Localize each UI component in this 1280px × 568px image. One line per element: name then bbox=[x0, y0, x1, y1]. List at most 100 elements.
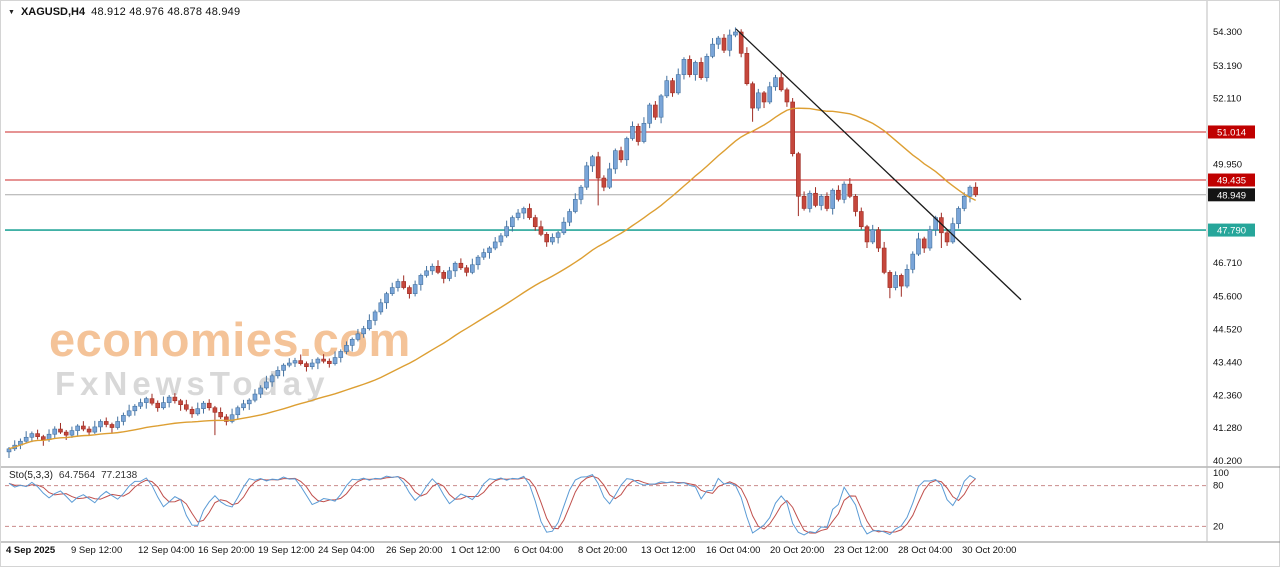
candle-body bbox=[224, 416, 229, 422]
time-axis[interactable]: 4 Sep 2025 9 Sep 12:00 12 Sep 04:00 16 Sep … bbox=[6, 545, 1016, 556]
candle-body bbox=[355, 333, 361, 340]
candle-body bbox=[292, 360, 298, 364]
candle-body bbox=[109, 424, 115, 428]
candle-body bbox=[143, 398, 149, 403]
candle-body bbox=[916, 238, 921, 255]
candle-body bbox=[567, 211, 572, 223]
time-tick-label: 9 Sep 12:00 bbox=[71, 545, 122, 556]
candle-body bbox=[796, 153, 801, 197]
candle-body bbox=[761, 92, 767, 103]
price-tick-label: 44.520 bbox=[1213, 325, 1242, 336]
time-tick-label: 1 Oct 12:00 bbox=[451, 545, 500, 556]
candle-body bbox=[927, 229, 933, 249]
candle-body bbox=[733, 31, 738, 36]
candle-body bbox=[847, 183, 853, 197]
candle-body bbox=[161, 402, 166, 409]
price-tick-label: 52.110 bbox=[1213, 94, 1241, 105]
candle-body bbox=[773, 77, 778, 88]
candle-body bbox=[681, 59, 687, 75]
price-line-label: 47.790 bbox=[1217, 226, 1246, 237]
candle-body bbox=[6, 448, 12, 453]
candle-body bbox=[189, 408, 195, 415]
candle-body bbox=[807, 192, 813, 209]
candle-body bbox=[166, 396, 172, 403]
candle-body bbox=[653, 104, 658, 118]
candle-body bbox=[544, 234, 549, 243]
candle-body bbox=[487, 247, 492, 253]
candle-body bbox=[721, 37, 727, 51]
candle-body bbox=[836, 189, 841, 200]
candle-body bbox=[407, 287, 412, 294]
candle-body bbox=[910, 253, 916, 270]
candle-body bbox=[298, 360, 304, 364]
candle-body bbox=[401, 281, 406, 288]
candle-body bbox=[218, 412, 223, 418]
candle-body bbox=[498, 235, 504, 243]
candle-body bbox=[613, 150, 618, 170]
candle-body bbox=[664, 80, 670, 97]
candle-body bbox=[961, 195, 967, 209]
candle-body bbox=[858, 211, 864, 228]
candle-body bbox=[286, 362, 292, 366]
symbol-dropdown-icon[interactable]: ▼ bbox=[8, 8, 15, 16]
candle-body bbox=[424, 270, 429, 276]
candle-body bbox=[584, 165, 590, 188]
time-tick-label: 20 Oct 20:00 bbox=[770, 545, 824, 556]
candle-body bbox=[550, 237, 555, 243]
price-tick-label: 41.280 bbox=[1213, 423, 1242, 434]
price-tick-label: 40.200 bbox=[1213, 456, 1242, 467]
candle-body bbox=[967, 186, 973, 197]
candle-body bbox=[264, 381, 269, 389]
time-tick-label: 4 Sep 2025 bbox=[6, 545, 56, 556]
candle-body bbox=[635, 126, 641, 142]
candle-body bbox=[778, 77, 784, 91]
candle-body bbox=[435, 265, 441, 273]
candle-body bbox=[121, 415, 126, 422]
candle-body bbox=[893, 275, 898, 288]
trend-line[interactable] bbox=[735, 28, 1022, 301]
candle-body bbox=[81, 425, 86, 430]
candle-body bbox=[126, 410, 132, 416]
candle-body bbox=[801, 195, 807, 209]
ohlc-values: 48.912 48.976 48.878 48.949 bbox=[91, 6, 241, 18]
candle-body bbox=[670, 80, 675, 94]
candle-body bbox=[418, 275, 424, 285]
time-tick-label: 6 Oct 04:00 bbox=[514, 545, 563, 556]
candle-body bbox=[63, 431, 69, 436]
candle-body bbox=[367, 320, 372, 329]
candle-body bbox=[429, 265, 435, 272]
price-line-label: 51.014 bbox=[1217, 127, 1246, 138]
candle-body bbox=[510, 217, 515, 228]
candle-body bbox=[201, 402, 206, 409]
candle-body bbox=[389, 287, 395, 294]
candle-body bbox=[595, 156, 601, 179]
price-line-label-box bbox=[1208, 188, 1255, 202]
candle-body bbox=[315, 358, 321, 364]
candle-body bbox=[572, 199, 578, 212]
candle-body bbox=[647, 104, 652, 124]
price-axis[interactable]: 54.300 53.190 52.110 49.950 46.710 45.600 44.5… bbox=[1208, 27, 1255, 467]
candle-body bbox=[750, 83, 755, 109]
candle-body bbox=[321, 358, 326, 362]
candle-body bbox=[58, 428, 63, 433]
indicator-value-d: 77.2138 bbox=[101, 470, 138, 481]
candle-body bbox=[115, 421, 120, 428]
candle-body bbox=[944, 232, 950, 243]
candle-body bbox=[258, 387, 263, 395]
candle-body bbox=[184, 404, 189, 410]
price-line-label-box bbox=[1208, 223, 1255, 237]
symbol-timeframe-label: XAGUSD,H4 bbox=[20, 6, 86, 18]
candle-body bbox=[641, 122, 647, 142]
candle-body bbox=[561, 221, 567, 234]
candle-body bbox=[138, 402, 143, 407]
candle-body bbox=[870, 229, 876, 243]
candle-body bbox=[86, 428, 92, 433]
candle-body bbox=[361, 328, 366, 335]
candle-body bbox=[52, 428, 58, 435]
candle-body bbox=[532, 217, 538, 228]
candle-body bbox=[904, 269, 910, 287]
moving-average-line[interactable] bbox=[8, 107, 976, 450]
candle-body bbox=[195, 408, 201, 415]
candle-body bbox=[715, 37, 721, 45]
